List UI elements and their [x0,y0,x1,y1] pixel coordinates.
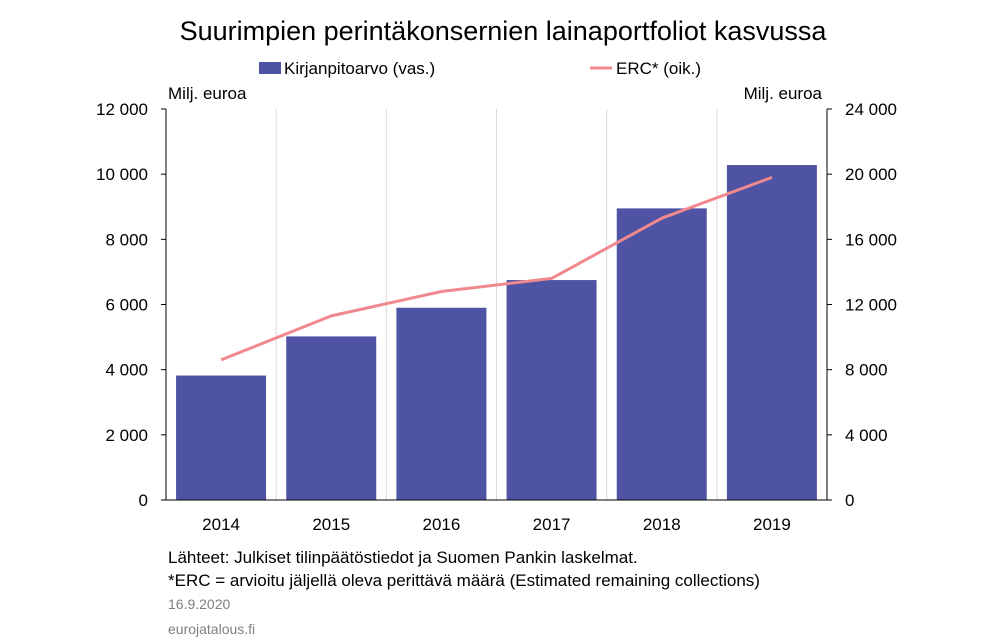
y-left-tick-label: 2 000 [105,426,148,445]
legend: Kirjanpitoarvo (vas.) ERC* (oik.) [259,59,701,78]
bar-2017 [506,280,597,500]
y-left-tick-label: 12 000 [96,100,148,119]
legend-label-line: ERC* (oik.) [616,59,701,78]
x-tick-label: 2018 [643,515,681,534]
y-left-tick-label: 6 000 [105,296,148,315]
chart-title: Suurimpien perintäkonsernien lainaportfo… [180,16,828,46]
y-axis-left-unit: Milj. euroa [168,84,247,103]
x-tick-label: 2014 [202,515,240,534]
y-right-tick-label: 8 000 [845,361,888,380]
x-tick-label: 2015 [312,515,350,534]
bars [176,165,817,501]
tick-labels: 0 2 000 4 000 6 000 8 000 10 000 12 000 0 4 000 8… [96,100,897,534]
y-axis-right-unit: Milj. euroa [744,84,823,103]
y-left-tick-label: 4 000 [105,361,148,380]
bar-2015 [286,336,377,500]
y-right-tick-label: 24 000 [845,100,897,119]
erc-line-layer [220,175,773,362]
y-right-tick-label: 20 000 [845,165,897,184]
axes [161,108,832,501]
y-right-tick-label: 12 000 [845,296,897,315]
x-tick-label: 2016 [423,515,461,534]
y-left-tick-label: 8 000 [105,230,148,249]
legend-label-bar: Kirjanpitoarvo (vas.) [284,59,435,78]
legend-swatch-bar [259,62,281,74]
bar-2019 [726,165,817,500]
erc-line [220,175,773,362]
publish-date: 16.9.2020 [168,596,230,612]
bar-2016 [396,307,487,500]
bar-2018 [616,208,707,501]
x-tick-label: 2017 [533,515,571,534]
x-tick-label: 2019 [753,515,791,534]
y-left-tick-label: 10 000 [96,165,148,184]
y-right-tick-label: 4 000 [845,426,888,445]
y-right-tick-label: 0 [845,491,854,510]
site-name: eurojatalous.fi [168,621,255,637]
y-left-tick-label: 0 [139,491,148,510]
bar-2014 [176,375,267,500]
y-right-tick-label: 16 000 [845,230,897,249]
footnote: *ERC = arvioitu jäljellä oleva perittävä… [168,571,760,590]
source-note: Lähteet: Julkiset tilinpäätöstiedot ja S… [168,548,638,567]
